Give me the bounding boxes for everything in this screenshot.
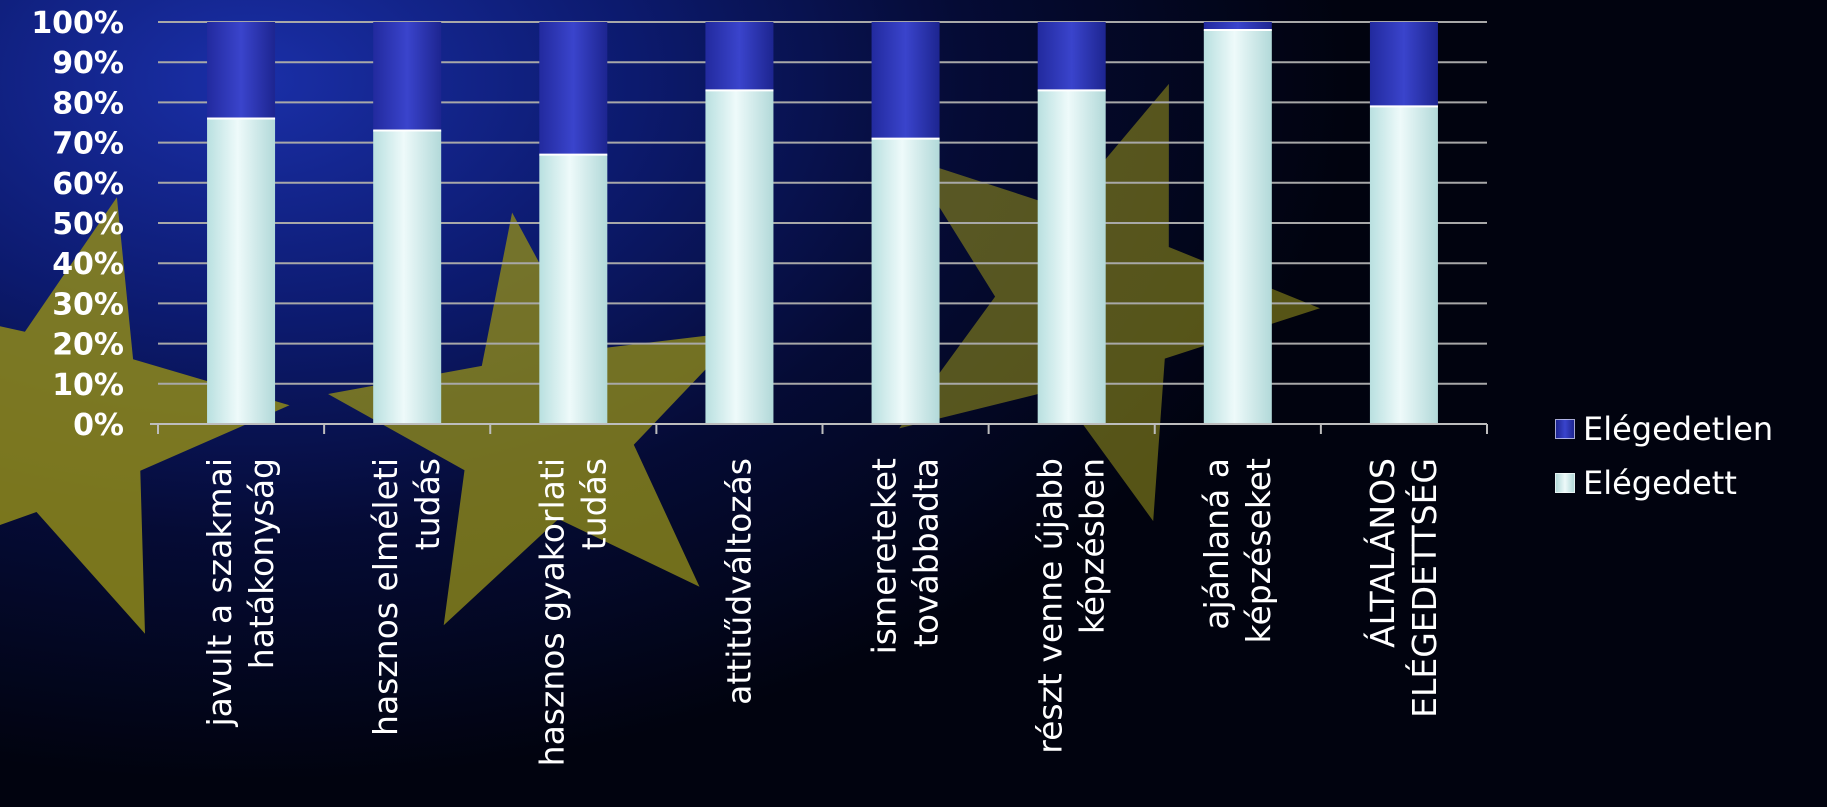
y-tick-label: 50% [52,207,124,242]
bar-satisfied [871,138,940,424]
x-category-label: hasznos gyakorlati [532,458,571,766]
bar-dissatisfied [705,22,774,91]
x-category-label: hatákonyság [242,458,281,669]
bar-satisfied [539,154,608,424]
bar-dissatisfied [207,22,276,119]
y-tick-label: 10% [52,368,124,403]
bar-dissatisfied [1037,22,1106,91]
bar-satisfied [207,118,276,424]
x-category-label: képzéseket [1239,458,1278,644]
bar-satisfied [1203,30,1272,424]
bar-dissatisfied [539,22,608,155]
legend-item-satisfied: Elégedett [1555,456,1773,510]
star-shape-2 [328,212,742,626]
x-category-label: tudás [574,458,613,550]
y-tick-label: 70% [52,127,124,162]
bar-dissatisfied [373,22,442,131]
bar-satisfied [1369,106,1438,425]
y-tick-label: 100% [31,6,124,41]
bar-satisfied [373,130,442,425]
x-category-label: ELÉGEDETTSÉG [1404,458,1444,718]
x-category-label: képzésben [1073,458,1112,634]
legend: Elégedetlen Elégedett [1555,402,1773,510]
y-tick-label: 20% [52,328,124,363]
background-stars [0,83,1320,634]
bar-dissatisfied [1369,22,1438,107]
x-category-label: ismereteket [865,458,904,654]
x-category-label: tudás [408,458,447,550]
x-category-label: továbbadta [907,458,946,647]
bar-dissatisfied [871,22,940,139]
x-category-label: részt venne újabb [1031,458,1070,754]
star-shape-1 [0,197,290,634]
y-tick-label: 0% [73,408,124,443]
y-tick-label: 40% [52,247,124,282]
bar-satisfied [1037,90,1106,424]
y-tick-label: 30% [52,287,124,322]
x-category-label: javult a szakmai [200,458,239,728]
legend-swatch-satisfied [1555,473,1575,493]
x-category-label: hasznos elméleti [366,458,405,736]
y-tick-label: 90% [52,46,124,81]
legend-item-dissatisfied: Elégedetlen [1555,402,1773,456]
bar-satisfied [705,90,774,424]
legend-label-dissatisfied: Elégedetlen [1583,410,1774,448]
x-category-label: ÁLTALÁNOS [1362,458,1402,648]
legend-label-satisfied: Elégedett [1583,464,1737,502]
legend-swatch-dissatisfied [1555,419,1575,439]
y-tick-label: 60% [52,167,124,202]
x-category-label: ajánlaná a [1197,458,1236,630]
x-category-label: attitűdváltozás [719,458,758,705]
y-tick-label: 80% [52,86,124,121]
bar-dissatisfied [1203,22,1272,31]
